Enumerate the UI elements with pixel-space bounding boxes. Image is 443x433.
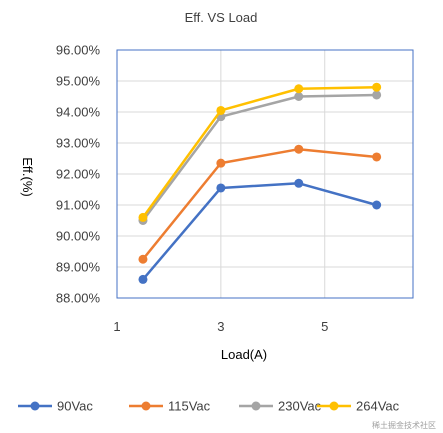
data-series xyxy=(138,82,382,284)
data-point-90vac xyxy=(216,183,226,193)
legend-marker xyxy=(141,401,151,411)
data-point-264vac xyxy=(294,84,304,94)
legend-label: 115Vac xyxy=(168,399,211,414)
data-point-90vac xyxy=(294,178,304,188)
legend-marker xyxy=(30,401,40,411)
chart-title: Eff. VS Load xyxy=(185,10,258,25)
legend-label: 230Vac xyxy=(278,399,322,414)
y-axis-label: Eff.(%) xyxy=(20,157,35,197)
data-point-230vac xyxy=(372,90,382,100)
plot-area-frame xyxy=(116,49,414,299)
x-axis-ticks: 1 3 5 xyxy=(113,319,328,334)
y-tick-label: 89.00% xyxy=(56,260,101,275)
y-tick-label: 93.00% xyxy=(56,136,101,151)
data-point-264vac xyxy=(372,82,382,92)
y-tick-label: 92.00% xyxy=(56,167,101,182)
data-point-115vac xyxy=(138,254,148,264)
data-point-230vac xyxy=(294,92,304,101)
y-tick-label: 91.00% xyxy=(56,198,101,213)
data-point-264vac xyxy=(138,212,148,222)
watermark-text: 稀土掘金技术社区 xyxy=(372,420,436,430)
y-axis-ticks: 88.00% 89.00% 90.00% 91.00% 92.00% 93.00% 94.0… xyxy=(56,43,101,306)
series-line-264vac xyxy=(141,85,377,219)
y-tick-label: 94.00% xyxy=(56,105,101,120)
y-tick-label: 95.00% xyxy=(56,74,101,89)
legend-marker xyxy=(329,401,339,411)
legend-label: 90Vac xyxy=(57,399,93,414)
x-tick-label: 1 xyxy=(113,319,120,334)
data-point-264vac xyxy=(216,105,226,115)
y-tick-label: 96.00% xyxy=(56,43,101,58)
legend: 90Vac 115Vac 230Vac 264Vac xyxy=(18,399,400,414)
series-line-230vac xyxy=(141,93,377,222)
data-point-115vac xyxy=(216,158,226,168)
series-line-115vac xyxy=(141,147,377,261)
data-point-90vac xyxy=(372,200,382,210)
data-point-90vac xyxy=(138,274,148,284)
x-tick-label: 3 xyxy=(217,319,224,334)
legend-label: 264Vac xyxy=(356,399,400,414)
x-axis-label: Load(A) xyxy=(221,347,267,362)
y-tick-label: 90.00% xyxy=(56,229,101,244)
x-tick-label: 5 xyxy=(321,319,328,334)
series-line-90vac xyxy=(142,182,377,281)
y-tick-label: 88.00% xyxy=(56,291,101,306)
data-point-115vac xyxy=(294,144,304,154)
data-point-115vac xyxy=(372,152,382,162)
legend-marker xyxy=(251,401,261,411)
